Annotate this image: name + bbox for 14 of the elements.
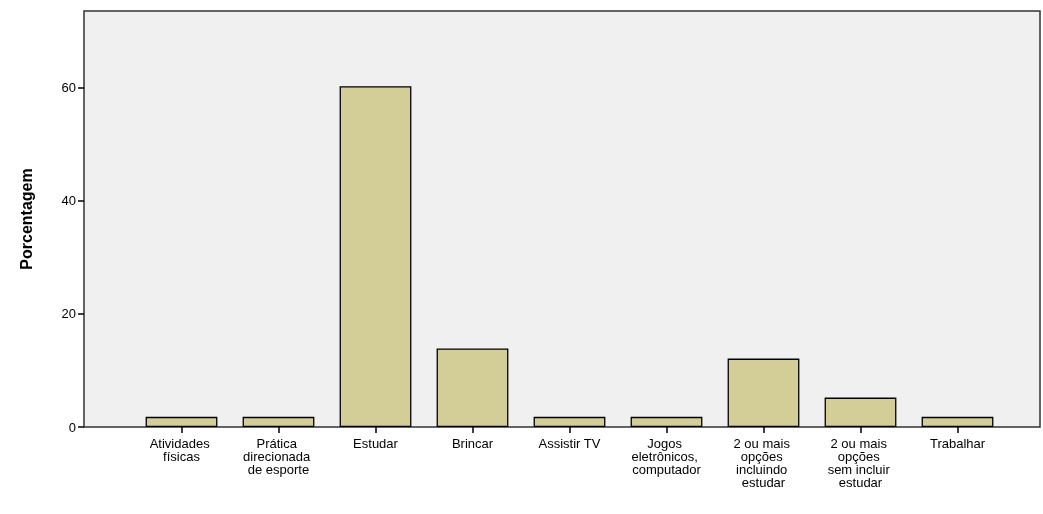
x-tick-label: 2 ou mais opções sem incluir estudar bbox=[827, 436, 894, 490]
y-tick-label: 20 bbox=[61, 306, 76, 322]
x-tick-label: Jogos eletrônicos, computador bbox=[631, 436, 702, 477]
x-tick-label: 2 ou mais opções incluindo estudar bbox=[733, 436, 794, 490]
x-tick-label: Brincar bbox=[451, 436, 494, 451]
y-tick-label: 40 bbox=[61, 193, 76, 209]
y-tick-label: 0 bbox=[68, 419, 76, 435]
x-tick-label: Assistir TV bbox=[538, 436, 601, 451]
y-tick-label: 60 bbox=[61, 80, 76, 96]
y-axis-title: Porcentagem bbox=[17, 168, 35, 270]
x-tick-label: Trabalhar bbox=[929, 436, 986, 451]
x-tick-label: Atividades físicas bbox=[149, 436, 214, 464]
x-tick-label: Estudar bbox=[353, 436, 399, 451]
x-tick-label: Prática direcionada de esporte bbox=[243, 436, 314, 477]
